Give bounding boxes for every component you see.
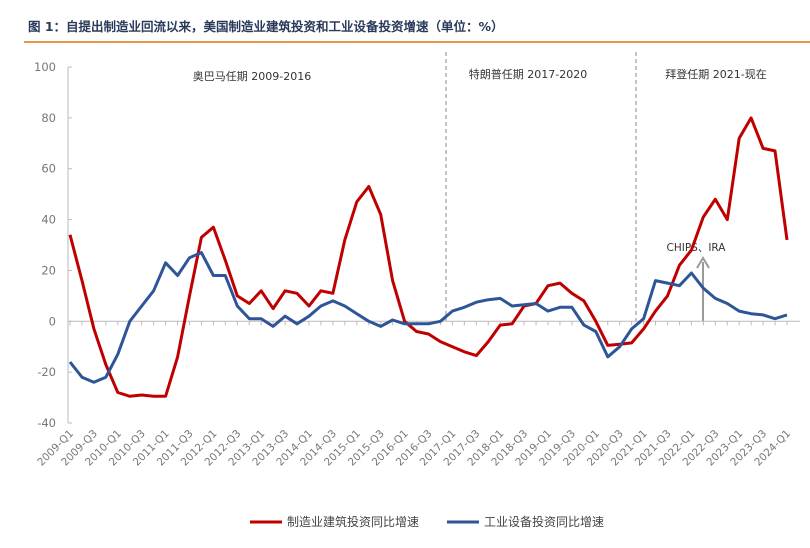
y-tick-label: 60: [41, 162, 56, 176]
y-tick-label: 80: [41, 111, 56, 125]
annotation: CHIPS、IRA: [667, 242, 727, 254]
annotation: 拜登任期 2021-现在: [665, 67, 766, 81]
legend-label: 工业设备投资同比增速: [484, 514, 604, 529]
series-line: [68, 251, 788, 384]
arrow-head: [696, 256, 710, 269]
y-tick-label: 0: [49, 314, 56, 328]
y-tick-label: 20: [41, 263, 56, 277]
y-tick-label: 100: [34, 60, 56, 74]
y-tick-label: -40: [37, 416, 56, 430]
annotation: 奥巴马任期 2009-2016: [193, 69, 311, 83]
series-line: [68, 116, 789, 398]
legend-label: 制造业建筑投资同比增速: [287, 514, 419, 529]
y-tick-label: -20: [37, 365, 56, 379]
annotation: 特朗普任期 2017-2020: [469, 67, 587, 81]
chart-title: 图 1：自提出制造业回流以来，美国制造业建筑投资和工业设备投资增速（单位：%）: [28, 19, 504, 34]
y-tick-label: 40: [41, 213, 56, 227]
